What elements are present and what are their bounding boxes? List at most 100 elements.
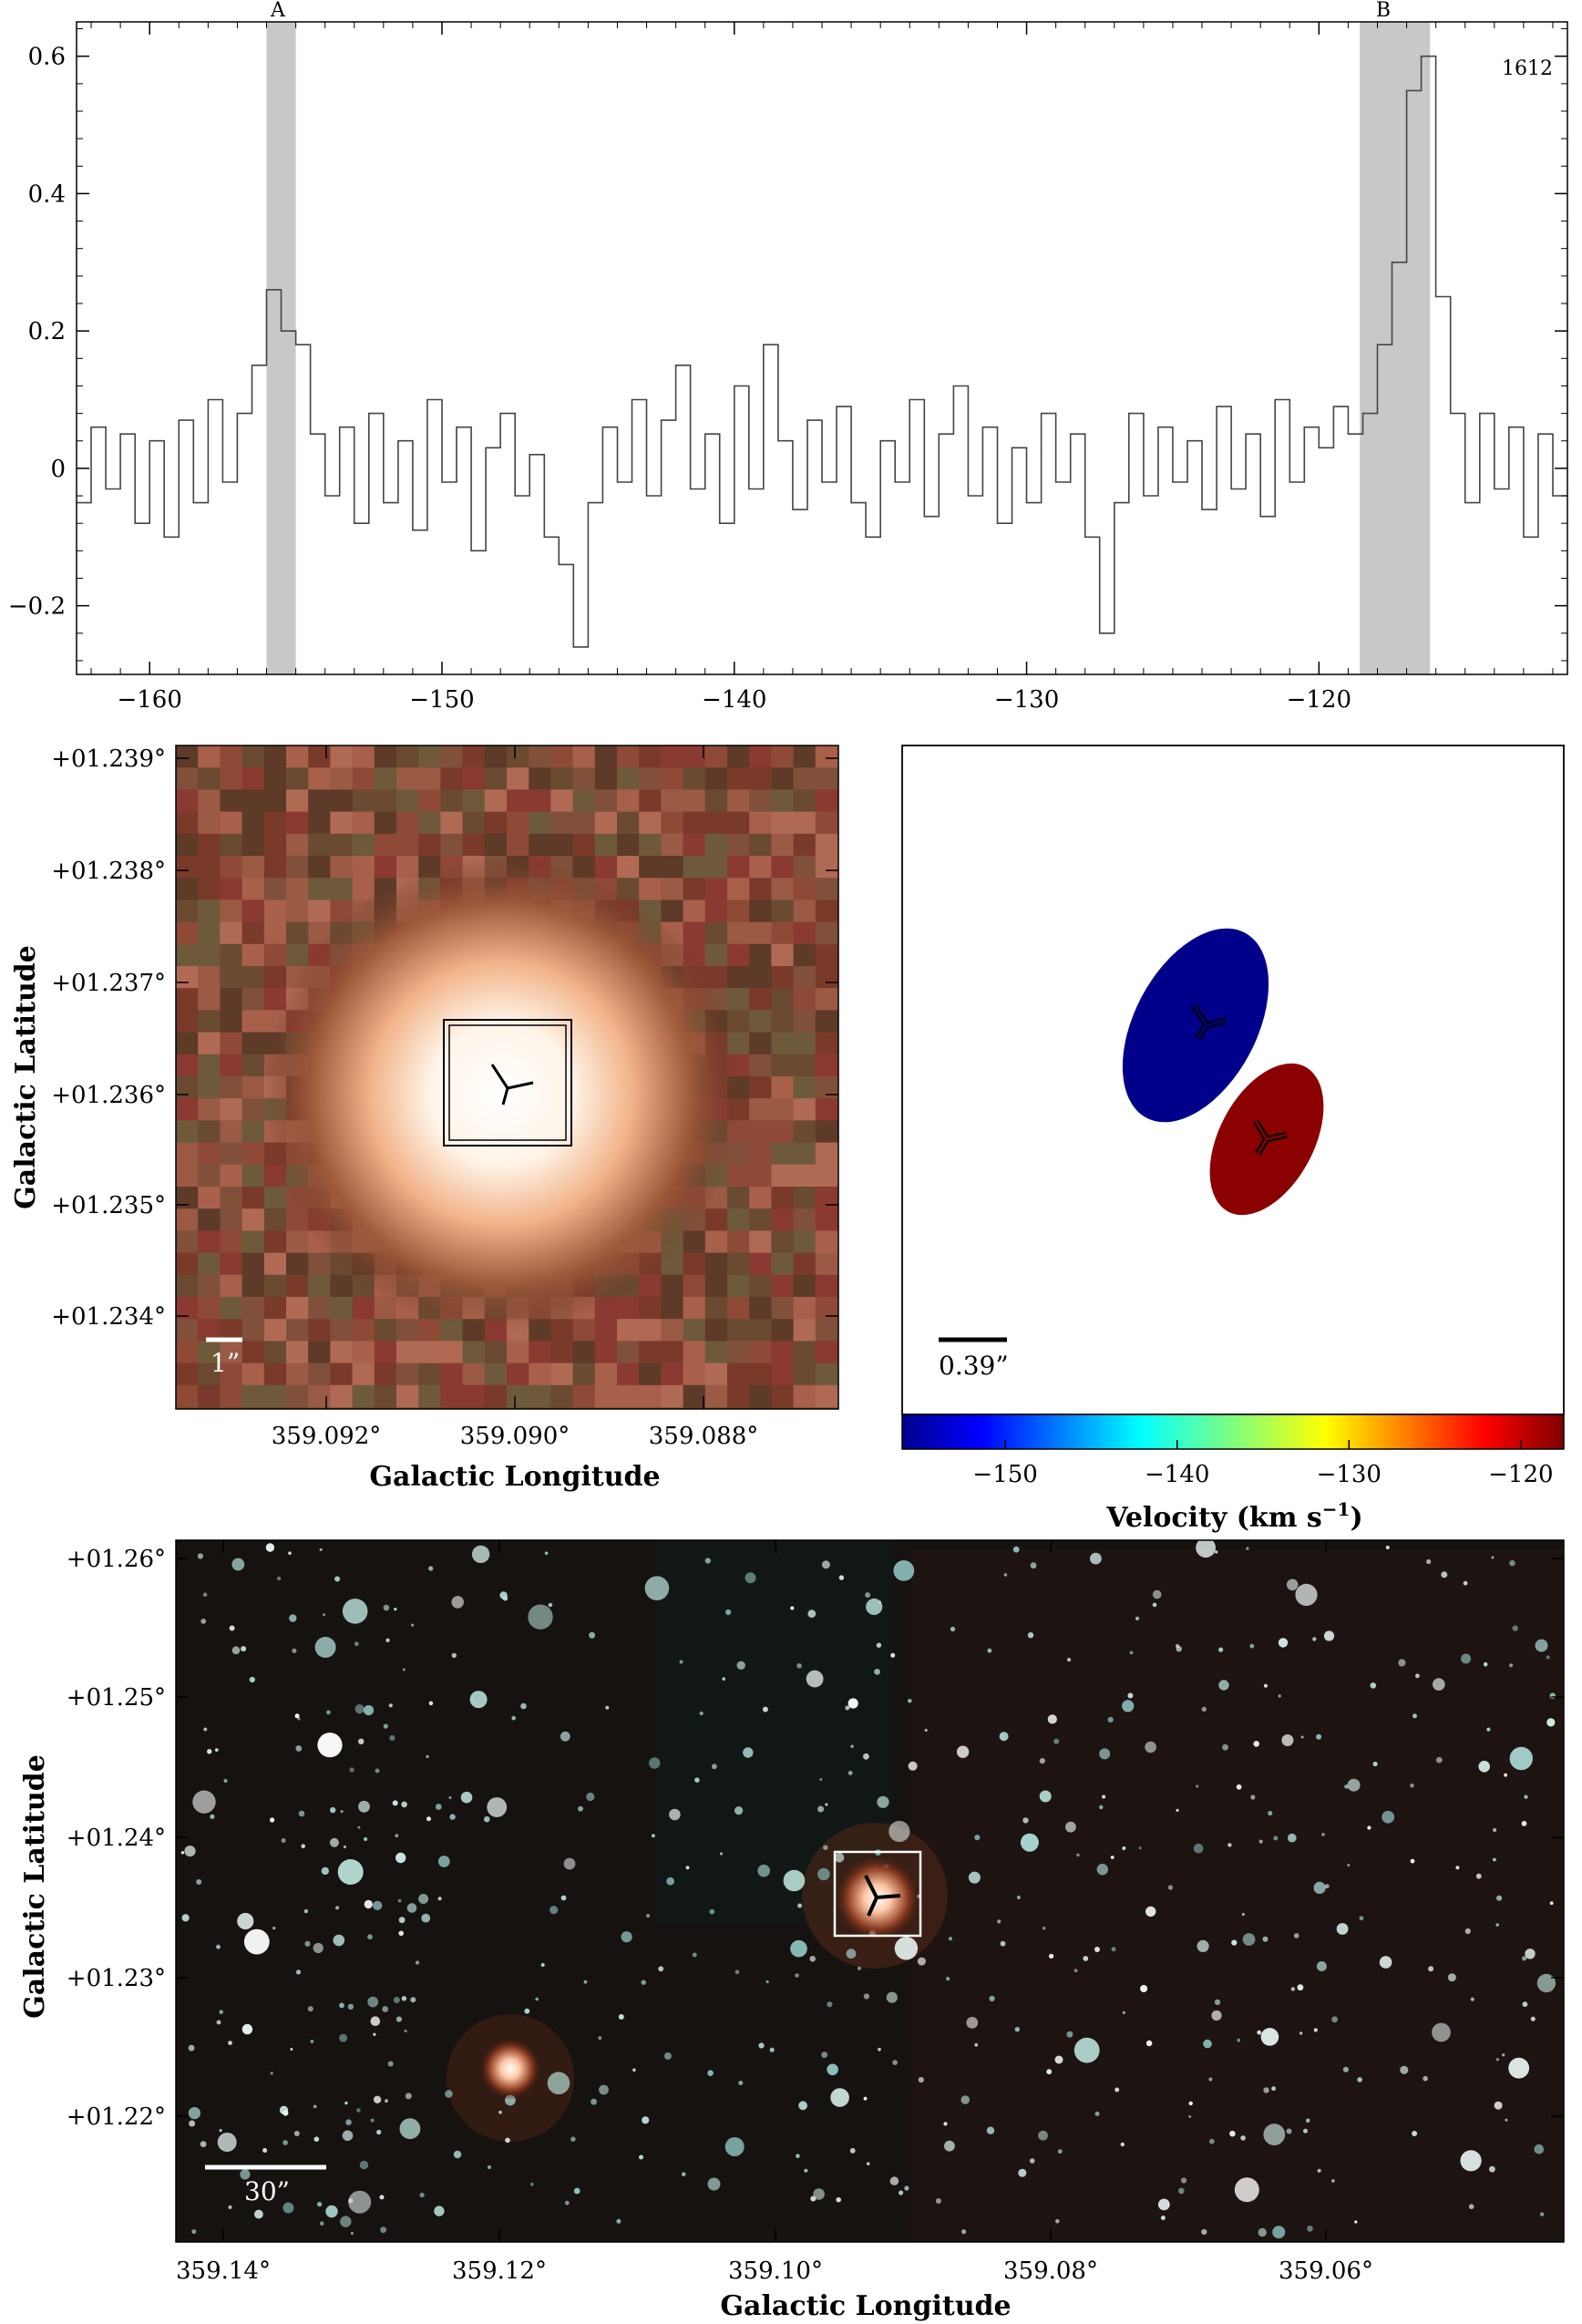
cutout-pixel	[374, 1384, 397, 1408]
cutout-pixel	[771, 1120, 795, 1144]
field-star	[445, 2090, 453, 2098]
cutout-pixel	[198, 1297, 221, 1320]
cutout-pixel	[241, 833, 265, 857]
cutout-pixel	[771, 988, 795, 1011]
field-star	[734, 1969, 740, 1974]
field-star	[948, 1937, 953, 1941]
field-star	[1218, 1680, 1229, 1691]
field-star	[380, 2226, 386, 2234]
field-star	[340, 2216, 352, 2227]
field-star	[392, 1800, 398, 1806]
field-star	[474, 1693, 479, 1700]
cutout-pixel	[727, 1341, 750, 1364]
cutout-pixel	[418, 767, 441, 790]
field-star	[364, 1899, 373, 1909]
cutout-pixel	[507, 811, 529, 835]
field-star	[325, 2205, 338, 2218]
field-star	[1435, 1756, 1443, 1764]
cutout-pixel	[727, 988, 750, 1011]
cutout-pixel	[594, 811, 618, 835]
cutout-pixel	[176, 921, 199, 945]
cutout-pixel	[330, 1384, 354, 1408]
cutout-pixel	[771, 1274, 795, 1298]
cutout-pixel	[220, 1230, 243, 1254]
field-star	[1478, 1761, 1490, 1773]
field-star	[437, 1856, 450, 1867]
cutout-pixel	[440, 811, 464, 835]
cutout-pixel	[617, 767, 640, 790]
field-star	[339, 2033, 348, 2042]
field-star	[1372, 1761, 1378, 1767]
field-star	[796, 1663, 802, 1669]
cutout-pixel	[704, 1297, 728, 1320]
field-star	[935, 2198, 941, 2204]
field-star	[573, 2187, 580, 2195]
field-star	[1090, 1552, 1102, 1565]
cutout-pixel	[815, 1252, 838, 1276]
field-star	[307, 2006, 313, 2012]
cutout-pixel	[727, 789, 750, 813]
field-star	[1094, 1947, 1100, 1952]
cutout-pixel	[263, 1319, 287, 1342]
field-star	[1509, 1663, 1514, 1668]
cutout-pixel	[572, 1319, 596, 1342]
cutout-pixel	[815, 1384, 838, 1408]
cutout-pixel	[198, 1076, 221, 1099]
field-star	[825, 1803, 828, 1806]
field-star	[282, 2202, 294, 2214]
field-star	[738, 2081, 744, 2085]
field-star	[999, 1732, 1009, 1742]
cutout-pixel	[241, 1164, 265, 1188]
field-star	[411, 1623, 415, 1627]
cutout-pixel	[572, 833, 596, 857]
cutout-maser-marker	[490, 1064, 534, 1105]
field-star	[1129, 1650, 1134, 1655]
field-star	[918, 2077, 924, 2083]
field-star	[321, 1866, 329, 1876]
cutout-pixel	[815, 1363, 838, 1386]
cutout-ylabel: Galactic Latitude	[10, 945, 42, 1209]
field-star	[511, 1715, 516, 1721]
field-star	[191, 2229, 197, 2235]
cutout-pixel	[263, 811, 287, 835]
cutout-pixel	[683, 1297, 706, 1320]
field-star	[298, 1810, 305, 1817]
cutout-pixel	[749, 1341, 772, 1364]
field-star	[540, 1962, 545, 1968]
field-star	[1241, 1912, 1245, 1917]
cutout-pixel	[176, 1274, 199, 1298]
field-star	[207, 1749, 212, 1754]
field-star	[987, 1648, 992, 1653]
field-star	[899, 2190, 904, 2195]
cutout-pixel	[617, 833, 640, 857]
cutout-pixel	[639, 1319, 662, 1342]
cutout-pixel	[330, 833, 354, 857]
cutout-pixel	[308, 856, 331, 879]
field-star	[1461, 1653, 1472, 1664]
cutout-pixel	[176, 1076, 199, 1099]
field-star	[426, 1754, 429, 1759]
field-star	[1278, 1638, 1289, 1648]
cutout-pixel	[418, 833, 441, 857]
cutout-pixel	[704, 746, 728, 768]
field-star	[1096, 1864, 1109, 1876]
field-star	[367, 1996, 379, 2008]
cutout-pixel	[374, 1363, 397, 1386]
field-star	[1525, 1949, 1536, 1959]
field-star	[1099, 1748, 1111, 1760]
cutout-pixel	[815, 921, 838, 945]
field-star	[418, 1894, 429, 1904]
field-star	[821, 2051, 828, 2059]
cutout-pixel	[815, 1164, 838, 1188]
cutout-pixel	[617, 746, 640, 768]
field-star	[426, 1816, 431, 1822]
field-star	[894, 1937, 919, 1960]
cutout-pixel	[594, 1341, 618, 1364]
field-star	[1475, 1873, 1482, 1879]
cutout-pixel	[176, 943, 199, 967]
field-star	[228, 2205, 232, 2209]
cutout-pixel	[241, 966, 265, 989]
field-star	[1300, 1735, 1304, 1739]
cutout-pixel	[330, 811, 354, 835]
